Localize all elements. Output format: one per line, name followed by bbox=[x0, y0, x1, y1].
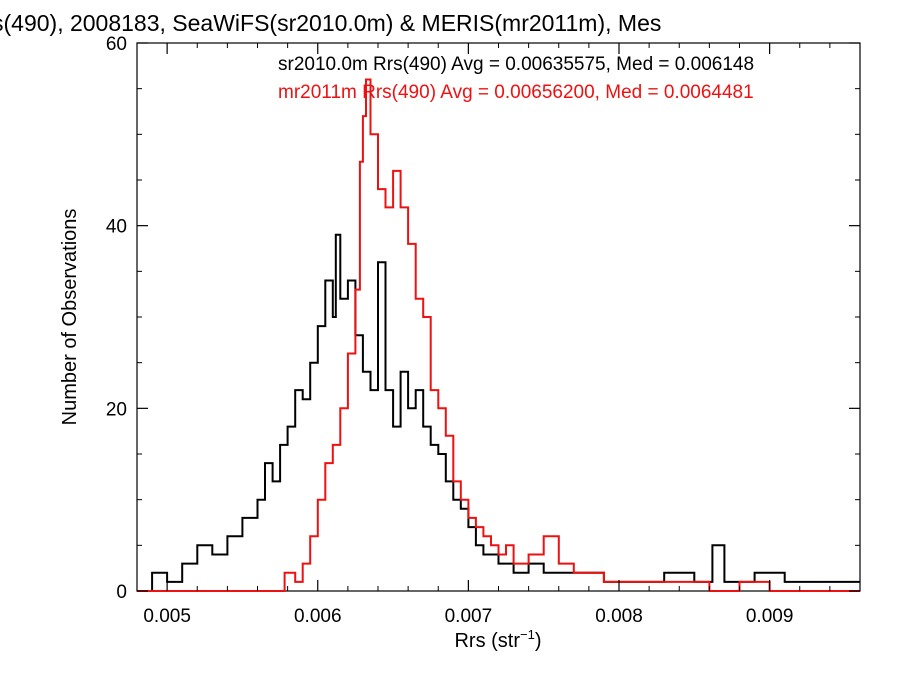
x-tick-label: 0.009 bbox=[746, 606, 794, 627]
series-line-sr2010.0m bbox=[137, 233, 860, 592]
series-layer bbox=[137, 78, 860, 592]
x-axis-label-close: ) bbox=[535, 630, 542, 652]
tick-layer: 0.005 0.006 0.007 0.008 0.009 0 20 40 60 bbox=[106, 34, 861, 627]
y-tick-label: 60 bbox=[106, 34, 127, 55]
plot-frame bbox=[136, 42, 861, 592]
chart-title: s(490), 2008183, SeaWiFS(sr2010.0m) & ME… bbox=[0, 10, 661, 36]
x-axis-label-superscript: −1 bbox=[520, 627, 535, 642]
x-tick-label: 0.007 bbox=[445, 606, 493, 627]
y-tick-label: 20 bbox=[106, 399, 127, 420]
x-axis-label-main: Rrs (str bbox=[454, 630, 520, 652]
x-tick-label: 0.008 bbox=[595, 606, 643, 627]
x-axis-label: Rrs (str−1) bbox=[454, 627, 541, 652]
x-tick-label: 0.006 bbox=[294, 606, 342, 627]
legend-entry-mr2011: mr2011m Rrs(490) Avg = 0.00656200, Med =… bbox=[278, 82, 754, 103]
series-line-mr2011m bbox=[137, 78, 860, 592]
y-axis-label: Number of Observations bbox=[59, 209, 81, 426]
x-tick-label: 0.005 bbox=[143, 606, 191, 627]
y-tick-label: 40 bbox=[106, 217, 127, 238]
y-tick-label: 0 bbox=[116, 582, 127, 603]
legend-entry-sr2010: sr2010.0m Rrs(490) Avg = 0.00635575, Med… bbox=[278, 54, 754, 75]
